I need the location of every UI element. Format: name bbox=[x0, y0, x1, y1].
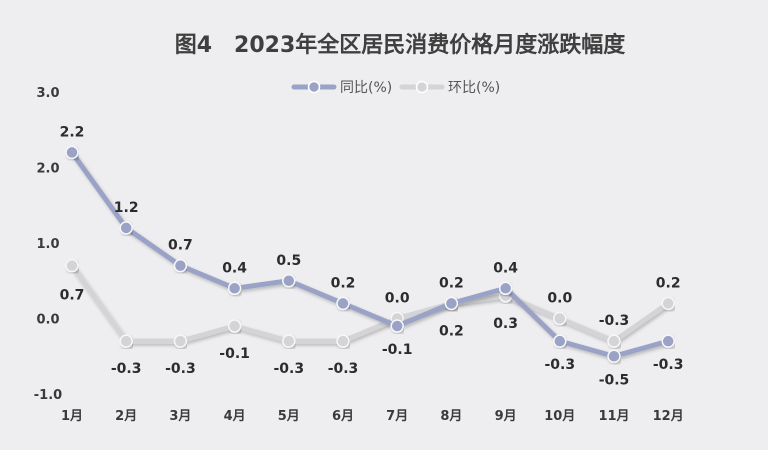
legend-label: 同比(%) bbox=[340, 80, 392, 96]
data-point bbox=[607, 349, 621, 363]
legend-swatch-marker bbox=[307, 80, 321, 94]
data-label: -0.3 bbox=[273, 361, 304, 377]
data-label: -0.1 bbox=[382, 342, 413, 358]
series-line bbox=[69, 149, 671, 359]
data-label: -0.3 bbox=[544, 357, 575, 373]
data-point bbox=[661, 296, 675, 311]
y-tick-label: 0.0 bbox=[36, 313, 59, 328]
data-label: -0.3 bbox=[328, 361, 359, 377]
data-point bbox=[227, 319, 242, 333]
y-tick-label: 2.0 bbox=[36, 162, 59, 177]
data-label: 0.7 bbox=[60, 288, 85, 304]
data-point bbox=[173, 258, 188, 273]
y-tick-label: 1.0 bbox=[36, 237, 59, 252]
x-tick-label: 8月 bbox=[440, 409, 462, 424]
data-label: 2.2 bbox=[60, 124, 85, 140]
data-point bbox=[444, 296, 459, 311]
series-line bbox=[69, 263, 671, 344]
data-point bbox=[553, 311, 567, 326]
data-point bbox=[282, 274, 296, 288]
y-axis: 3.0 2.0 1.0 0.0 -1.0 bbox=[34, 86, 62, 403]
data-point bbox=[227, 281, 242, 296]
data-label: 0.0 bbox=[385, 291, 410, 307]
data-point bbox=[336, 296, 350, 311]
x-tick-label: 6月 bbox=[332, 409, 354, 424]
data-label: -0.3 bbox=[653, 357, 684, 373]
data-point bbox=[65, 145, 79, 160]
data-label: 1.2 bbox=[114, 200, 139, 216]
data-point bbox=[390, 319, 404, 333]
data-point bbox=[65, 258, 79, 273]
data-point bbox=[119, 334, 133, 348]
data-label: 0.2 bbox=[439, 323, 464, 339]
x-tick-label: 11月 bbox=[598, 409, 629, 424]
y-tick-label: -1.0 bbox=[34, 388, 62, 403]
data-label: -0.3 bbox=[111, 361, 142, 377]
data-label: 0.4 bbox=[222, 260, 247, 276]
x-tick-label: 10月 bbox=[544, 409, 575, 424]
data-label: 0.2 bbox=[331, 275, 356, 291]
data-point bbox=[119, 221, 133, 235]
x-tick-label: 3月 bbox=[169, 409, 191, 424]
data-point bbox=[282, 334, 296, 348]
data-point bbox=[607, 334, 621, 348]
x-tick-label: 4月 bbox=[224, 409, 246, 424]
data-point bbox=[336, 334, 350, 348]
chart-title: 图4 2023年全区居民消费价格月度涨跌幅度 bbox=[175, 32, 627, 58]
data-point bbox=[553, 334, 567, 348]
data-point bbox=[173, 334, 188, 348]
data-label: -0.5 bbox=[599, 372, 630, 388]
data-point bbox=[661, 334, 675, 348]
data-label: 0.7 bbox=[168, 238, 193, 254]
data-label: -0.3 bbox=[165, 361, 196, 377]
data-label: 0.4 bbox=[493, 260, 518, 276]
legend: 同比(%) 环比(%) bbox=[291, 80, 500, 96]
x-tick-label: 7月 bbox=[386, 409, 408, 424]
x-tick-label: 12月 bbox=[653, 409, 684, 424]
data-label: 0.5 bbox=[276, 253, 301, 269]
x-tick-label: 9月 bbox=[495, 409, 517, 424]
data-label: 0.2 bbox=[656, 275, 681, 291]
legend-label: 环比(%) bbox=[448, 80, 500, 96]
data-label: 0.2 bbox=[439, 275, 464, 291]
x-tick-label: 1月 bbox=[61, 409, 83, 424]
data-label: 0.0 bbox=[547, 291, 572, 307]
data-label: 0.3 bbox=[493, 316, 518, 332]
legend-swatch-marker bbox=[415, 80, 429, 94]
series-lines bbox=[65, 145, 675, 363]
x-axis: 1月 2月 3月 4月 5月 6月 7月 8月 9月 10月 11月 12月 bbox=[61, 409, 684, 424]
data-point bbox=[498, 281, 513, 296]
data-label: -0.1 bbox=[219, 346, 250, 362]
data-labels: 2.2 0.7 1.2 -0.3 0.7 -0.3 0.4 -0.1 0.5 -0.3 0.2 -0.… bbox=[60, 124, 684, 388]
x-tick-label: 2月 bbox=[115, 409, 137, 424]
data-label: -0.3 bbox=[599, 313, 630, 329]
x-tick-label: 5月 bbox=[278, 409, 300, 424]
y-tick-label: 3.0 bbox=[36, 86, 59, 101]
